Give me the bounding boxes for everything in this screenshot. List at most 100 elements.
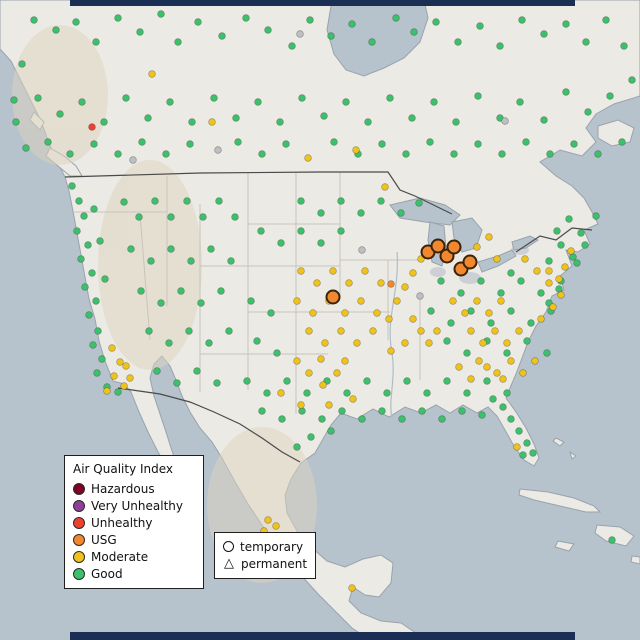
station-dot-moderate[interactable] bbox=[455, 363, 463, 371]
station-dot-good[interactable] bbox=[499, 403, 507, 411]
station-dot-good[interactable] bbox=[157, 10, 165, 18]
station-dot-good[interactable] bbox=[166, 98, 174, 106]
station-dot-moderate[interactable] bbox=[409, 315, 417, 323]
station-dot-moderate[interactable] bbox=[385, 315, 393, 323]
station-dot-good[interactable] bbox=[162, 150, 170, 158]
station-dot-good[interactable] bbox=[273, 349, 281, 357]
station-dot-moderate[interactable] bbox=[313, 279, 321, 287]
station-dot-good[interactable] bbox=[364, 118, 372, 126]
station-dot-moderate[interactable] bbox=[461, 309, 469, 317]
station-dot-good[interactable] bbox=[72, 18, 80, 26]
station-dot-moderate[interactable] bbox=[493, 369, 501, 377]
station-dot-good[interactable] bbox=[254, 98, 262, 106]
station-dot-moderate[interactable] bbox=[557, 291, 565, 299]
station-dot-missing[interactable] bbox=[129, 156, 137, 164]
station-dot-moderate[interactable] bbox=[325, 401, 333, 409]
station-dot-moderate[interactable] bbox=[126, 374, 134, 382]
station-dot-good[interactable] bbox=[357, 209, 365, 217]
station-dot-good[interactable] bbox=[303, 389, 311, 397]
station-dot-good[interactable] bbox=[174, 38, 182, 46]
station-dot-good[interactable] bbox=[573, 259, 581, 267]
station-dot-moderate[interactable] bbox=[293, 357, 301, 365]
station-dot-good[interactable] bbox=[68, 182, 76, 190]
station-dot-good[interactable] bbox=[330, 138, 338, 146]
station-dot-good[interactable] bbox=[450, 150, 458, 158]
station-dot-good[interactable] bbox=[478, 411, 486, 419]
station-dot-moderate[interactable] bbox=[545, 267, 553, 275]
station-dot-moderate[interactable] bbox=[309, 309, 317, 317]
station-dot-good[interactable] bbox=[100, 118, 108, 126]
station-dot-moderate[interactable] bbox=[369, 327, 377, 335]
station-dot-good[interactable] bbox=[342, 98, 350, 106]
station-dot-moderate[interactable] bbox=[208, 118, 216, 126]
station-dot-good[interactable] bbox=[457, 289, 465, 297]
station-dot-moderate[interactable] bbox=[503, 339, 511, 347]
station-dot-moderate[interactable] bbox=[425, 339, 433, 347]
station-dot-moderate[interactable] bbox=[467, 327, 475, 335]
station-dot-good[interactable] bbox=[403, 377, 411, 385]
station-dot-moderate[interactable] bbox=[317, 355, 325, 363]
station-dot-good[interactable] bbox=[278, 415, 286, 423]
station-dot-good[interactable] bbox=[288, 42, 296, 50]
station-dot-good[interactable] bbox=[519, 451, 527, 459]
station-dot-good[interactable] bbox=[582, 38, 590, 46]
station-dot-good[interactable] bbox=[276, 118, 284, 126]
station-dot-moderate[interactable] bbox=[499, 375, 507, 383]
station-dot-good[interactable] bbox=[177, 287, 185, 295]
station-dot-good[interactable] bbox=[562, 88, 570, 96]
station-dot-good[interactable] bbox=[368, 38, 376, 46]
station-dot-good[interactable] bbox=[463, 349, 471, 357]
station-dot-moderate[interactable] bbox=[108, 344, 116, 352]
station-dot-good[interactable] bbox=[443, 337, 451, 345]
station-dot-good[interactable] bbox=[80, 212, 88, 220]
station-dot-good[interactable] bbox=[358, 415, 366, 423]
station-dot-good[interactable] bbox=[264, 26, 272, 34]
station-dot-good[interactable] bbox=[317, 239, 325, 247]
station-dot-good[interactable] bbox=[217, 287, 225, 295]
station-dot-good[interactable] bbox=[620, 42, 628, 50]
station-dot-good[interactable] bbox=[293, 443, 301, 451]
station-dot-good[interactable] bbox=[392, 14, 400, 22]
station-dot-good[interactable] bbox=[592, 212, 600, 220]
station-dot-good[interactable] bbox=[92, 297, 100, 305]
station-dot-good[interactable] bbox=[537, 289, 545, 297]
station-dot-good[interactable] bbox=[173, 379, 181, 387]
station-dot-usg[interactable] bbox=[430, 238, 446, 254]
station-dot-good[interactable] bbox=[183, 197, 191, 205]
station-dot-good[interactable] bbox=[337, 197, 345, 205]
station-dot-good[interactable] bbox=[253, 337, 261, 345]
station-dot-good[interactable] bbox=[338, 407, 346, 415]
station-dot-moderate[interactable] bbox=[381, 183, 389, 191]
station-dot-good[interactable] bbox=[577, 229, 585, 237]
station-dot-good[interactable] bbox=[529, 449, 537, 457]
station-dot-moderate[interactable] bbox=[333, 369, 341, 377]
station-dot-moderate[interactable] bbox=[513, 443, 521, 451]
station-dot-good[interactable] bbox=[463, 389, 471, 397]
station-dot-good[interactable] bbox=[454, 38, 462, 46]
station-dot-moderate[interactable] bbox=[297, 401, 305, 409]
station-dot-good[interactable] bbox=[443, 377, 451, 385]
station-dot-good[interactable] bbox=[194, 18, 202, 26]
station-dot-good[interactable] bbox=[144, 114, 152, 122]
station-dot-good[interactable] bbox=[565, 215, 573, 223]
station-dot-moderate[interactable] bbox=[401, 339, 409, 347]
station-dot-good[interactable] bbox=[231, 213, 239, 221]
station-dot-good[interactable] bbox=[210, 94, 218, 102]
station-dot-good[interactable] bbox=[297, 197, 305, 205]
station-dot-unhealthy[interactable] bbox=[88, 123, 96, 131]
station-dot-good[interactable] bbox=[348, 20, 356, 28]
station-dot-moderate[interactable] bbox=[531, 357, 539, 365]
station-dot-good[interactable] bbox=[114, 388, 122, 396]
station-dot-good[interactable] bbox=[30, 16, 38, 24]
station-dot-good[interactable] bbox=[147, 257, 155, 265]
station-dot-good[interactable] bbox=[207, 245, 215, 253]
station-dot-good[interactable] bbox=[553, 227, 561, 235]
station-dot-good[interactable] bbox=[215, 197, 223, 205]
station-dot-missing[interactable] bbox=[214, 146, 222, 154]
station-dot-good[interactable] bbox=[476, 22, 484, 30]
station-dot-good[interactable] bbox=[397, 209, 405, 217]
station-dot-moderate[interactable] bbox=[116, 358, 124, 366]
station-dot-moderate[interactable] bbox=[479, 339, 487, 347]
station-dot-good[interactable] bbox=[410, 28, 418, 36]
